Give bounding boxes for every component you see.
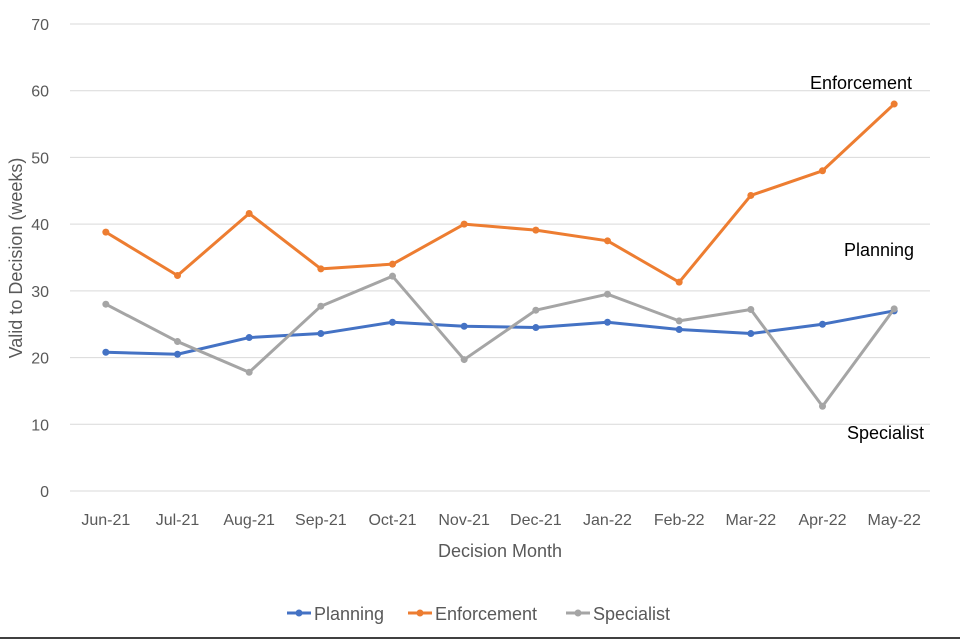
x-tick-label: May-22 — [867, 512, 920, 529]
x-tick-label: Feb-22 — [654, 512, 705, 529]
data-point-enforcement — [675, 278, 683, 286]
legend-item-planning: Planning — [287, 604, 384, 624]
y-tick-label: 50 — [31, 150, 49, 167]
x-tick-label: Jul-21 — [156, 512, 200, 529]
x-tick-label: Dec-21 — [510, 512, 562, 529]
x-tick-label: Oct-21 — [368, 512, 416, 529]
series-enforcement — [102, 100, 898, 286]
data-point-enforcement — [747, 191, 755, 199]
y-tick-label: 70 — [31, 17, 49, 34]
annotation-planning: Planning — [844, 240, 914, 260]
annotation-specialist: Specialist — [847, 423, 924, 443]
data-point-enforcement — [317, 265, 325, 273]
data-point-specialist — [747, 306, 755, 314]
data-point-planning — [174, 350, 181, 358]
series-lines — [102, 100, 898, 410]
data-point-specialist — [317, 302, 325, 310]
data-point-planning — [460, 322, 468, 330]
legend-marker-planning — [295, 609, 303, 617]
x-axis-ticks: Jun-21 Jul-21 Aug-21 Sep-21 Oct-21 Nov-21 Dec-… — [81, 512, 921, 529]
data-point-planning — [604, 318, 611, 326]
data-point-planning — [389, 318, 396, 326]
y-tick-label: 40 — [31, 217, 49, 234]
data-point-specialist — [604, 290, 611, 298]
legend-label-specialist: Specialist — [593, 604, 670, 624]
legend-item-enforcement: Enforcement — [408, 604, 537, 624]
data-point-specialist — [174, 338, 181, 346]
data-point-specialist — [532, 306, 540, 314]
data-point-enforcement — [460, 220, 468, 228]
y-tick-label: 20 — [31, 351, 49, 368]
data-point-enforcement — [174, 272, 181, 280]
x-tick-label: Nov-21 — [438, 512, 490, 529]
data-point-planning — [819, 320, 826, 328]
data-point-specialist — [102, 300, 110, 308]
y-tick-label: 30 — [31, 284, 49, 301]
y-tick-label: 10 — [31, 417, 49, 434]
legend-marker-specialist — [574, 609, 582, 617]
data-point-specialist — [675, 317, 683, 325]
data-point-specialist — [890, 305, 898, 313]
y-tick-label: 60 — [31, 84, 49, 101]
legend-item-specialist: Specialist — [566, 604, 670, 624]
annotation-enforcement: Enforcement — [810, 73, 912, 93]
data-point-specialist — [819, 402, 826, 410]
series-line-enforcement — [104, 102, 896, 284]
data-point-planning — [245, 334, 253, 342]
series-planning — [102, 307, 898, 358]
data-point-enforcement — [532, 226, 540, 234]
series-line-planning — [104, 309, 896, 356]
x-tick-label: Jun-21 — [81, 512, 130, 529]
data-point-planning — [317, 330, 325, 338]
legend-label-planning: Planning — [314, 604, 384, 624]
series-specialist — [102, 272, 898, 410]
data-point-planning — [675, 326, 683, 334]
data-point-planning — [102, 348, 110, 356]
data-point-specialist — [389, 272, 396, 280]
x-tick-label: Apr-22 — [798, 512, 846, 529]
data-point-enforcement — [245, 209, 253, 217]
data-point-enforcement — [389, 260, 396, 268]
x-tick-label: Mar-22 — [725, 512, 776, 529]
legend: Planning Enforcement Specialist — [287, 604, 670, 624]
data-point-enforcement — [604, 237, 611, 245]
x-tick-label: Jan-22 — [583, 512, 632, 529]
data-point-specialist — [245, 368, 253, 376]
y-tick-label: 0 — [40, 484, 49, 501]
y-axis-ticks: 0 10 20 30 40 50 60 70 — [31, 17, 49, 501]
x-tick-label: Sep-21 — [295, 512, 347, 529]
x-axis-title: Decision Month — [438, 541, 562, 561]
data-point-specialist — [460, 356, 468, 364]
data-point-enforcement — [819, 167, 826, 175]
y-axis-title: Valid to Decision (weeks) — [6, 158, 26, 359]
x-tick-label: Aug-21 — [223, 512, 275, 529]
legend-label-enforcement: Enforcement — [435, 604, 537, 624]
legend-marker-enforcement — [416, 609, 424, 617]
data-point-planning — [532, 324, 540, 332]
data-point-enforcement — [890, 100, 898, 108]
data-point-enforcement — [102, 228, 110, 236]
series-line-specialist — [104, 274, 896, 408]
data-point-planning — [747, 330, 755, 338]
